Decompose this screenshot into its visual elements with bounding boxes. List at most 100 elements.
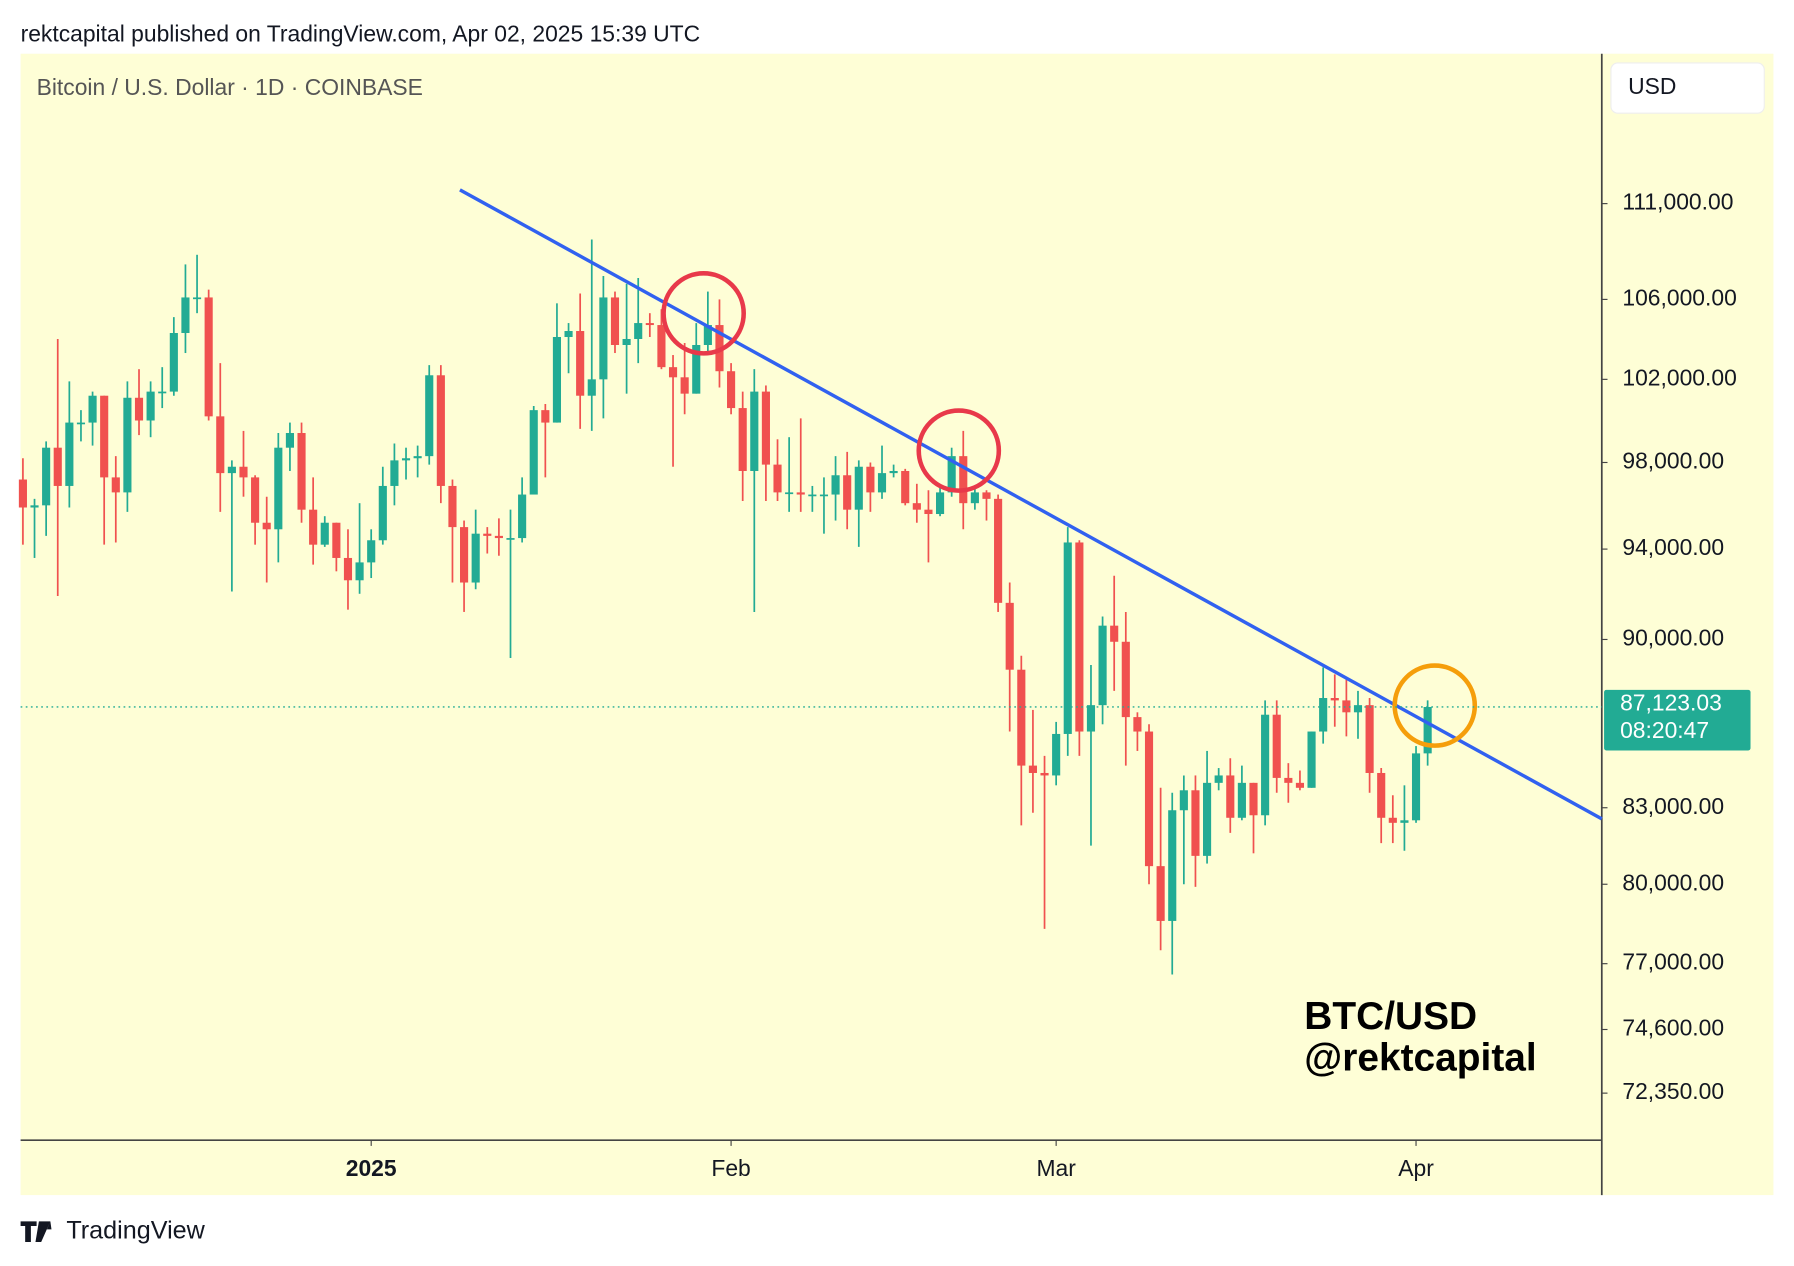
candle-body [889,470,898,474]
candle-body [622,338,631,345]
candle-body [1226,775,1235,818]
candle-body [483,533,492,536]
candle-body [1319,698,1328,732]
candle-body [518,494,527,539]
candle-body [1249,782,1258,816]
candle-body [1203,782,1212,856]
candle-body [1168,810,1177,921]
candle-body [994,498,1003,603]
candle-body [1191,790,1200,856]
candle-body [1052,733,1061,776]
candle-body [146,391,155,421]
candle-body [355,562,364,581]
candle-body [169,333,178,392]
candle-body [53,447,62,486]
candle-body [854,466,863,510]
x-tick-label: Mar [1036,1155,1076,1181]
currency-box[interactable] [1610,62,1765,114]
candle-body [1365,705,1374,773]
candle-body [1342,700,1351,713]
candle-body [1295,782,1305,788]
candle-body [1040,772,1049,776]
candle-body [529,410,538,495]
candle-body [761,391,770,465]
y-tick-label: 77,000.00 [1622,949,1724,975]
last-price-box [1604,689,1751,751]
candle-body [773,464,782,493]
candle-body [30,505,39,508]
candle-body [680,377,689,394]
candle-body [1028,765,1037,773]
candle-body [1353,705,1363,713]
candle-body [494,535,503,539]
candle-body [1063,542,1072,734]
candle-body [436,375,445,486]
candle-body [378,485,387,541]
candle-body [610,297,620,345]
candle-body [576,331,585,396]
candle-body [1272,714,1281,778]
candle-body [657,325,666,368]
candle-body [65,422,74,486]
candle-body [1017,669,1026,766]
candle-body [1400,820,1409,823]
candle-body [831,475,840,495]
candle-body [843,475,852,510]
last-price-label: 87,123.03 [1620,690,1722,716]
highlight-circle [1392,663,1478,748]
candle-body [1214,775,1223,783]
candle-body [332,522,341,558]
candle-body [320,522,329,545]
y-tick-label: 80,000.00 [1622,869,1724,895]
candle-body [866,466,875,493]
candle-body [1156,866,1165,921]
candle-body [1086,705,1096,732]
candle-body [947,456,956,493]
candle-body [1005,602,1014,670]
candle-body [1377,772,1386,818]
trendline [459,188,1603,821]
candle-body [901,470,910,504]
publish-header: rektcapital published on TradingView.com… [21,21,701,47]
y-tick-label: 98,000.00 [1622,448,1724,474]
candle-body [297,433,306,510]
candle-body [42,447,51,506]
candle-body [796,492,805,495]
candle-body [285,433,294,448]
y-tick-label: 74,600.00 [1622,1015,1724,1041]
candle-body [703,325,712,345]
candle-body [808,494,817,497]
candle-body [1237,782,1246,818]
candle-body [111,477,120,493]
candle-body [785,492,794,495]
candle-body [959,456,968,504]
candle-body [123,397,132,493]
y-tick-label: 102,000.00 [1622,364,1736,390]
candle-body [599,297,608,380]
candle-body [912,503,921,510]
candle-body [390,460,399,486]
chart-background [20,53,1774,1196]
candle-body [251,477,260,523]
candle-body [819,494,829,497]
candle-body [18,479,27,508]
candle-body [738,408,747,471]
candle-body [541,410,550,423]
candle-body [425,375,434,457]
highlight-circle [661,271,746,356]
candle-body [1098,625,1107,706]
currency-label[interactable]: USD [1628,73,1676,99]
candle-body [727,371,736,409]
candle-body [192,297,202,300]
watermark: BTC/USD [1304,995,1477,1038]
candle-body [367,540,376,563]
candle-body [1144,731,1154,867]
candle-body [204,297,213,417]
candle-body [877,473,887,493]
y-tick-label: 72,350.00 [1622,1078,1724,1104]
candle-body [216,416,225,474]
candle-body [1388,817,1397,823]
candle-body [343,557,353,581]
candle-body [645,323,654,326]
